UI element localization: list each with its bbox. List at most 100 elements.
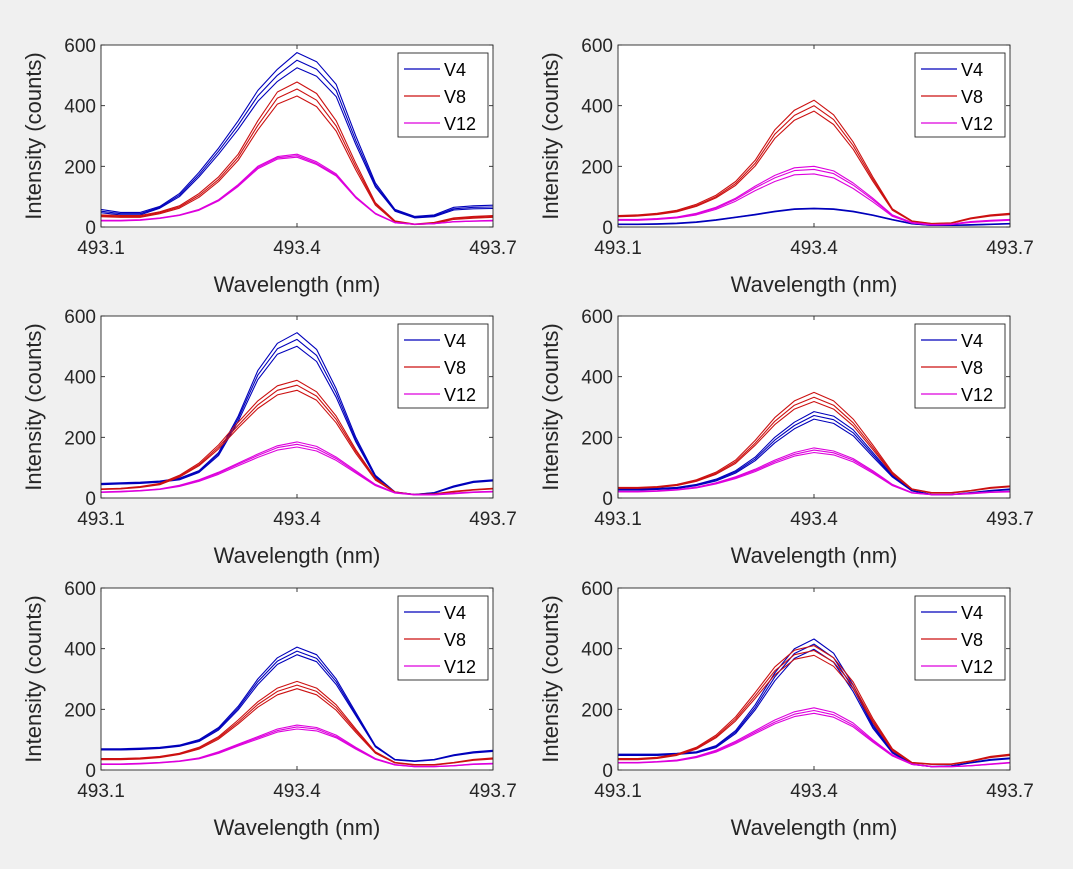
y-tick-label: 200: [64, 700, 96, 721]
x-tick-label: 493.4: [790, 238, 838, 259]
x-tick-label: 493.7: [469, 509, 517, 530]
y-tick-label: 200: [581, 700, 613, 721]
subplot-3: 493.1 493.4 493.7 0 200 400 600 Wavelength (nm)…: [21, 307, 517, 568]
legend-label: V8: [961, 630, 983, 650]
y-tick-label: 600: [581, 307, 613, 328]
x-tick-label: 493.4: [790, 781, 838, 802]
subplot-1: 493.1 493.4 493.7 0 200 400 600 Wavelength (nm)…: [21, 36, 517, 297]
series-line-6: [618, 654, 1010, 766]
series-line-3: [618, 208, 1010, 227]
series-line-1: [101, 52, 493, 217]
series-group: [618, 391, 1010, 496]
legend-label: V12: [961, 114, 993, 134]
y-tick-label: 400: [64, 97, 96, 118]
series-line-3: [101, 67, 493, 219]
legend-label: V8: [961, 358, 983, 378]
x-tick-label: 493.4: [273, 781, 321, 802]
legend-label: V4: [444, 60, 466, 80]
y-tick-label: 400: [581, 368, 613, 389]
x-tick-label: 493.1: [77, 238, 125, 259]
x-tick-label: 493.1: [77, 781, 125, 802]
y-tick-label: 600: [64, 579, 96, 600]
y-axis-label: Intensity (counts): [21, 52, 46, 220]
y-tick-label: 400: [64, 368, 96, 389]
legend-label: V4: [444, 603, 466, 623]
x-tick-label: 493.1: [594, 238, 642, 259]
legend: V4 V8 V12: [914, 323, 1006, 409]
x-tick-label: 493.7: [986, 781, 1034, 802]
y-tick-label: 0: [602, 489, 613, 510]
y-tick-label: 400: [581, 640, 613, 661]
series-group: [101, 332, 493, 496]
series-line-6: [101, 688, 493, 766]
series-line-4: [101, 81, 493, 225]
y-tick-label: 400: [581, 97, 613, 118]
y-axis-label: Intensity (counts): [538, 323, 563, 491]
x-axis-label: Wavelength (nm): [214, 543, 381, 568]
y-tick-label: 0: [85, 489, 96, 510]
series-group: [101, 646, 493, 768]
y-axis-label: Intensity (counts): [538, 595, 563, 763]
x-tick-label: 493.4: [790, 509, 838, 530]
x-tick-label: 493.4: [273, 238, 321, 259]
y-tick-label: 600: [64, 36, 96, 57]
x-tick-label: 493.1: [594, 509, 642, 530]
series-line-6: [618, 400, 1010, 494]
x-tick-label: 493.1: [77, 509, 125, 530]
series-group: [618, 638, 1010, 768]
y-axis-label: Intensity (counts): [538, 52, 563, 220]
y-tick-label: 400: [64, 640, 96, 661]
series-line-9: [618, 451, 1010, 496]
y-tick-label: 0: [602, 761, 613, 782]
y-tick-label: 200: [64, 428, 96, 449]
legend-label: V8: [444, 87, 466, 107]
series-line-9: [618, 173, 1010, 226]
legend: V4 V8 V12: [397, 595, 489, 681]
series-line-9: [618, 712, 1010, 768]
x-tick-label: 493.7: [469, 781, 517, 802]
series-group: [101, 52, 493, 226]
series-line-6: [618, 110, 1010, 225]
legend-label: V4: [961, 603, 983, 623]
x-tick-label: 493.4: [273, 509, 321, 530]
legend-label: V8: [444, 358, 466, 378]
legend-label: V12: [961, 657, 993, 677]
subplot-2: 493.1 493.4 493.7 0 200 400 600 Wavelength (nm)…: [538, 36, 1034, 297]
series-line-3: [101, 654, 493, 763]
legend-label: V8: [444, 630, 466, 650]
subplot-6: 493.1 493.4 493.7 0 200 400 600 Wavelength (nm)…: [538, 579, 1034, 840]
x-tick-label: 493.7: [986, 509, 1034, 530]
y-tick-label: 600: [581, 579, 613, 600]
x-axis-label: Wavelength (nm): [731, 272, 898, 297]
series-group: [618, 99, 1010, 227]
y-axis-label: Intensity (counts): [21, 323, 46, 491]
legend-label: V4: [444, 331, 466, 351]
y-tick-label: 600: [64, 307, 96, 328]
x-axis-label: Wavelength (nm): [214, 815, 381, 840]
series-line-9: [101, 446, 493, 496]
legend-label: V12: [444, 657, 476, 677]
legend-label: V12: [444, 385, 476, 405]
legend: V4 V8 V12: [914, 52, 1006, 138]
subplot-4: 493.1 493.4 493.7 0 200 400 600 Wavelength (nm)…: [538, 307, 1034, 568]
legend-label: V4: [961, 331, 983, 351]
legend-label: V12: [961, 385, 993, 405]
y-tick-label: 0: [85, 761, 96, 782]
series-line-2: [101, 59, 493, 218]
series-line-9: [101, 728, 493, 768]
legend: V4 V8 V12: [397, 52, 489, 138]
x-axis-label: Wavelength (nm): [214, 272, 381, 297]
y-tick-label: 0: [602, 218, 613, 239]
x-axis-label: Wavelength (nm): [731, 543, 898, 568]
y-tick-label: 0: [85, 218, 96, 239]
y-tick-label: 200: [64, 157, 96, 178]
legend-label: V8: [961, 87, 983, 107]
series-line-9: [101, 156, 493, 225]
x-axis-label: Wavelength (nm): [731, 815, 898, 840]
legend-label: V4: [961, 60, 983, 80]
x-tick-label: 493.7: [469, 238, 517, 259]
legend-label: V12: [444, 114, 476, 134]
x-tick-label: 493.7: [986, 238, 1034, 259]
y-tick-label: 200: [581, 428, 613, 449]
y-tick-label: 600: [581, 36, 613, 57]
